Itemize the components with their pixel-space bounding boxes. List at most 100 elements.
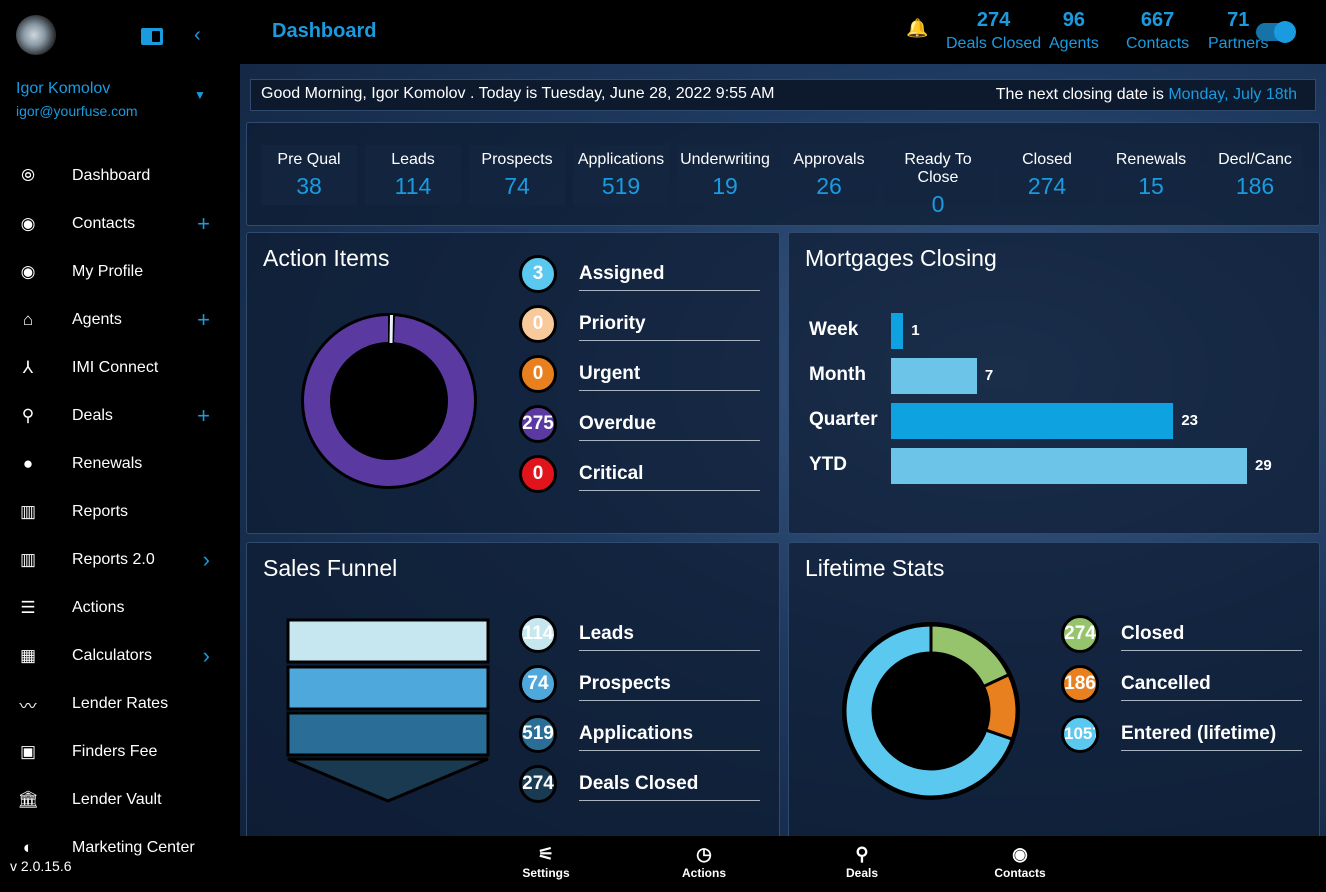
bottom-nav-actions[interactable]: ◷ Actions [664,844,744,880]
legend-label: Critical [579,463,760,491]
legend-label: Closed [1121,623,1302,651]
sidebar-item-renewals[interactable]: ● Renewals [0,440,240,488]
sidebar-item-agents[interactable]: ⌂ Agents + [0,296,240,344]
legend-item-entered-lifetime-[interactable]: 1057 Entered (lifetime) [1061,715,1302,753]
pipeline-stage-ready-to-close[interactable]: Ready To Close 0 [883,145,993,217]
sidebar-item-label: IMI Connect [72,359,159,376]
dashboard-main: Good Morning, Igor Komolov . Today is Tu… [240,64,1326,842]
pipeline-stage-renewals[interactable]: Renewals 15 [1103,145,1199,205]
legend-item-closed[interactable]: 274 Closed [1061,615,1302,653]
pipeline-stage-pre-qual[interactable]: Pre Qual 38 [261,145,357,205]
legend-item-deals-closed[interactable]: 274 Deals Closed [519,765,760,803]
user-menu-caret-icon[interactable]: ▼ [194,88,206,102]
legend-item-overdue[interactable]: 275 Overdue [519,405,760,443]
legend-item-prospects[interactable]: 74 Prospects [519,665,760,703]
count-badge: 0 [519,455,557,493]
legend-label: Leads [579,623,760,651]
funnel-stage-leads[interactable] [286,618,490,664]
collapse-chevron-left-icon[interactable]: ‹ [194,24,201,46]
bar-label: YTD [809,454,847,475]
sidebar-item-my-profile[interactable]: ◉ My Profile [0,248,240,296]
fingerprint-icon: ⦾ [21,166,35,185]
sidebar-item-label: Agents [72,311,122,328]
sidebar-item-label: Deals [72,407,113,424]
funnel-stage-prospects[interactable] [286,665,490,711]
pipeline-stats: Pre Qual 38 Leads 114 Prospects 74 Application… [246,122,1320,226]
avatar[interactable] [16,15,56,55]
theme-toggle[interactable] [1256,21,1296,43]
legend-item-critical[interactable]: 0 Critical [519,455,760,493]
chevron-right-icon[interactable]: › [202,547,210,572]
chevron-right-icon[interactable]: › [202,643,210,668]
sidebar-item-contacts[interactable]: ◉ Contacts + [0,200,240,248]
add-icon[interactable]: + [197,211,210,236]
bar-week[interactable] [891,313,904,349]
sidebar-item-deals[interactable]: ⚲ Deals + [0,392,240,440]
legend-item-applications[interactable]: 519 Applications [519,715,760,753]
sidebar-item-finders-fee[interactable]: ▣ Finders Fee [0,728,240,776]
location-pin-outline-icon: ⚲ [21,406,35,425]
header-stat-agents[interactable]: 96 Agents [1049,9,1099,53]
add-icon[interactable]: + [197,307,210,332]
sidebar-item-actions[interactable]: ☰ Actions [0,584,240,632]
stat-label: Contacts [1126,35,1190,52]
bottom-nav-deals[interactable]: ⚲ Deals [822,844,902,880]
stage-value: 26 [816,173,842,199]
list-icon: ☰ [20,598,36,617]
bottom-nav-settings[interactable]: ⚟ Settings [506,844,586,880]
stage-label: Renewals [1115,151,1187,168]
stat-label: Partners [1208,35,1269,52]
account-circle-icon: ◉ [20,262,36,281]
donut-slice-assigned[interactable] [389,314,393,344]
version-label: v 2.0.15.6 [10,858,240,892]
bar-quarter[interactable] [891,403,1174,439]
lifetime-stats-card: Lifetime Stats 274 Closed 186 Cancelled 1057… [788,542,1320,842]
pipeline-stage-leads[interactable]: Leads 114 [365,145,461,205]
bar-chart-icon: ▥ [19,502,37,521]
pipeline-stage-approvals[interactable]: Approvals 26 [781,145,877,205]
bottom-nav-contacts[interactable]: ◉ Contacts [980,844,1060,880]
stat-value: 274 [976,9,1011,31]
bar-month[interactable] [891,358,977,394]
sidebar-item-dashboard[interactable]: ⦾ Dashboard [0,152,240,200]
bottom-nav-label: Actions [681,866,726,880]
pipeline-stage-closed[interactable]: Closed 274 [999,145,1095,205]
pipeline-stage-decl-canc[interactable]: Decl/Canc 186 [1207,145,1303,205]
next-closing-date[interactable]: Monday, July 18th [1168,86,1297,103]
stage-value: 114 [394,173,432,199]
sidebar-item-reports-2-0[interactable]: ▥ Reports 2.0 › [0,536,240,584]
sidebar-item-imi-connect[interactable]: ⅄ IMI Connect [0,344,240,392]
stage-value: 186 [1235,173,1275,199]
bell-icon[interactable]: 🔔 [906,18,929,38]
sidebar-item-reports[interactable]: ▥ Reports [0,488,240,536]
location-pin-icon: ● [22,454,34,473]
legend-item-cancelled[interactable]: 186 Cancelled [1061,665,1302,703]
funnel-stage-applications[interactable] [286,711,490,757]
stat-label: Agents [1049,35,1099,52]
header-stat-deals-closed[interactable]: 274 Deals Closed [946,9,1041,53]
sidebar-item-marketing-center[interactable]: ◐ Marketing Center [0,824,240,872]
stage-value: 0 [931,191,945,217]
funnel-stage-deals-closed[interactable] [287,757,489,803]
sidebar-item-calculators[interactable]: ▦ Calculators › [0,632,240,680]
count-badge: 0 [519,355,557,393]
stage-label: Leads [391,151,435,168]
legend-item-urgent[interactable]: 0 Urgent [519,355,760,393]
sidebar-item-lender-rates[interactable]: 〰 Lender Rates [0,680,240,728]
legend-item-priority[interactable]: 0 Priority [519,305,760,343]
legend-item-assigned[interactable]: 3 Assigned [519,255,760,293]
donut-slice-entered[interactable] [843,623,1015,799]
bar-value: 1 [911,322,920,339]
header-stat-partners[interactable]: 71 Partners [1208,9,1268,53]
pipeline-stage-applications[interactable]: Applications 519 [573,145,669,205]
pipeline-stage-prospects[interactable]: Prospects 74 [469,145,565,205]
sidebar-panel-icon[interactable] [141,28,163,45]
bar-ytd[interactable] [891,448,1247,484]
add-icon[interactable]: + [197,403,210,428]
legend-label: Assigned [579,263,760,291]
header-stat-contacts[interactable]: 667 Contacts [1126,9,1189,53]
pipeline-stage-underwriting[interactable]: Underwriting 19 [677,145,773,205]
sidebar-item-lender-vault[interactable]: 🏛 Lender Vault [0,776,240,824]
legend-item-leads[interactable]: 114 Leads [519,615,760,653]
sidebar-item-label: My Profile [72,263,144,280]
